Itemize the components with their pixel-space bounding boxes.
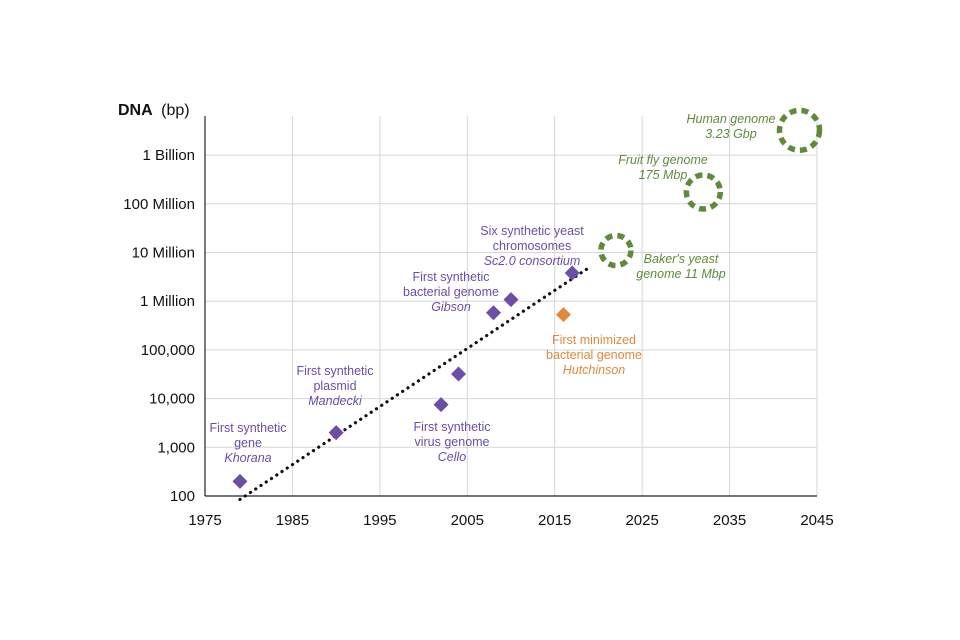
data-points (232, 107, 823, 489)
annotation-line: Sc2.0 consortium (484, 254, 581, 268)
annotation-line: Six synthetic yeast (480, 224, 584, 238)
annotation-line: plasmid (313, 379, 356, 393)
annotation-cello: First synthetic virus genome Cello (413, 420, 490, 464)
annotation-line: 175 Mbp (639, 168, 688, 182)
annotation-line: Mandecki (308, 394, 363, 408)
annotation-gibson: First synthetic bacterial genome Gibson (403, 270, 499, 314)
y-axis-title-unit: (bp) (161, 102, 189, 119)
annotation-line: Hutchinson (563, 363, 626, 377)
trendline-group (238, 265, 592, 502)
annotation-mandecki: First synthetic plasmid Mandecki (296, 364, 373, 408)
projected-genome-circle (598, 232, 634, 269)
annotation-fruitfly: Fruit fly genome 175 Mbp (618, 153, 708, 182)
annotation-line: First synthetic (413, 420, 490, 434)
data-point-diamond (564, 265, 580, 281)
data-point-diamond (486, 305, 502, 321)
annotation-yeast: Baker's yeast genome 11 Mbp (636, 252, 725, 281)
annotation-line: gene (234, 436, 262, 450)
annotation-line: virus genome (414, 435, 489, 449)
annotation-line: 3.23 Gbp (705, 127, 756, 141)
trendline (238, 265, 592, 502)
annotation-line: Cello (438, 450, 467, 464)
annotation-line: bacterial genome (546, 348, 642, 362)
annotation-line: genome 11 Mbp (636, 267, 725, 281)
x-tick-label: 1985 (276, 512, 309, 529)
y-tick-label: 100,000 (141, 342, 195, 359)
y-tick-label: 1 Billion (142, 147, 195, 164)
x-tick-label: 2015 (538, 512, 571, 529)
x-tick-label: 2025 (625, 512, 658, 529)
y-tick-label: 1,000 (157, 439, 195, 456)
tick-labels: 1975 1985 1995 2005 2015 2025 2035 2045 100 1,000… (123, 147, 833, 529)
x-tick-label: 1995 (363, 512, 396, 529)
x-tick-label: 1975 (188, 512, 221, 529)
projected-genome-circle (776, 107, 823, 154)
annotation-line: First synthetic (412, 270, 489, 284)
annotation-line: Fruit fly genome (618, 153, 708, 167)
annotation-line: chromosomes (493, 239, 572, 253)
y-axis-title: DNA (bp) (118, 102, 190, 119)
y-axis-title-bold: DNA (118, 102, 153, 119)
projected-genome-circle (683, 172, 724, 212)
y-tick-label: 100 Million (123, 196, 195, 213)
annotation-line: First synthetic (296, 364, 373, 378)
annotation-line: bacterial genome (403, 285, 499, 299)
x-tick-label: 2035 (713, 512, 746, 529)
annotation-khorana: First synthetic gene Khorana (209, 421, 286, 465)
annotation-line: First synthetic (209, 421, 286, 435)
annotation-line: First minimized (552, 333, 636, 347)
annotation-human: Human genome 3.23 Gbp (687, 112, 776, 141)
annotation-line: Human genome (687, 112, 776, 126)
annotation-line: Baker's yeast (644, 252, 719, 266)
data-point-diamond (503, 292, 519, 308)
annotation-line: Khorana (224, 451, 271, 465)
x-tick-label: 2045 (800, 512, 833, 529)
axes: DNA (bp) (118, 102, 817, 497)
data-point-diamond (555, 307, 571, 323)
y-tick-label: 100 (170, 488, 195, 505)
y-tick-label: 1 Million (140, 293, 195, 310)
annotation-sc2: Six synthetic yeast chromosomes Sc2.0 cons… (480, 224, 584, 268)
data-point-diamond (232, 473, 248, 489)
data-point-diamond (328, 425, 344, 441)
annotation-line: Gibson (431, 300, 471, 314)
x-tick-label: 2005 (451, 512, 484, 529)
annotation-hutchinson: First minimized bacterial genome Hutchinso… (546, 333, 642, 377)
y-tick-label: 10,000 (149, 391, 195, 408)
y-tick-label: 10 Million (132, 245, 195, 262)
data-point-diamond (433, 397, 449, 413)
data-point-diamond (451, 366, 467, 382)
